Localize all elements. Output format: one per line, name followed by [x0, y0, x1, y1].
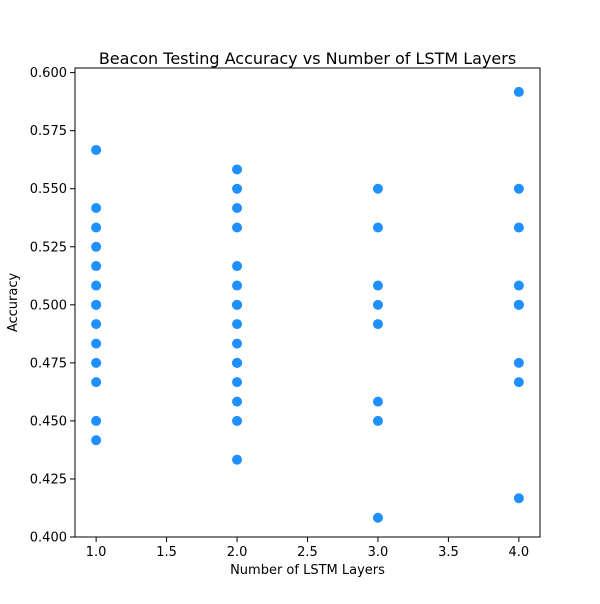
data-point: [91, 241, 102, 252]
y-tick-label: 0.400: [30, 531, 67, 546]
data-point: [91, 144, 102, 155]
data-point: [513, 86, 524, 97]
data-point: [232, 377, 243, 388]
y-tick-label: 0.600: [30, 66, 67, 81]
data-point: [372, 183, 383, 194]
x-tick-label: 2.5: [297, 545, 318, 560]
data-point: [513, 280, 524, 291]
data-point: [513, 377, 524, 388]
data-point: [232, 183, 243, 194]
data-point: [91, 222, 102, 233]
y-tick-label: 0.575: [30, 124, 67, 139]
x-axis-label: Number of LSTM Layers: [230, 563, 385, 578]
data-point: [91, 377, 102, 388]
plot-frame: [74, 67, 541, 538]
data-point: [513, 299, 524, 310]
x-tick-label: 3.0: [368, 545, 389, 560]
data-point: [372, 280, 383, 291]
data-point: [232, 203, 243, 214]
x-tick-label: 4.0: [509, 545, 530, 560]
data-point: [232, 338, 243, 349]
data-point: [372, 415, 383, 426]
chart-title: Beacon Testing Accuracy vs Number of LST…: [99, 49, 516, 68]
data-point: [513, 357, 524, 368]
data-point: [232, 415, 243, 426]
data-point: [232, 319, 243, 330]
y-tick-label: 0.425: [30, 472, 67, 487]
data-point: [513, 183, 524, 194]
x-tick-label: 2.0: [227, 545, 248, 560]
data-point: [372, 299, 383, 310]
y-axis-label: Accuracy: [6, 273, 21, 333]
y-tick-label: 0.500: [30, 298, 67, 313]
data-point: [232, 396, 243, 407]
data-point: [232, 164, 243, 175]
data-point: [91, 435, 102, 446]
y-tick-label: 0.550: [30, 182, 67, 197]
data-point: [372, 319, 383, 330]
y-tick-label: 0.450: [30, 414, 67, 429]
data-point: [513, 222, 524, 233]
points-layer: [91, 86, 524, 523]
data-point: [232, 357, 243, 368]
data-point: [513, 493, 524, 504]
x-tick-label: 1.0: [86, 545, 107, 560]
data-point: [372, 396, 383, 407]
data-point: [232, 299, 243, 310]
x-tick-label: 3.5: [438, 545, 459, 560]
data-point: [91, 261, 102, 272]
data-point: [372, 222, 383, 233]
data-point: [91, 415, 102, 426]
x-tick-label: 1.5: [156, 545, 177, 560]
ticks-layer: 1.0 1.5 2.0 2.5 3.0 3.5 4.0 0.400 0.425 0.450 0.47…: [30, 66, 529, 560]
data-point: [91, 357, 102, 368]
data-point: [232, 261, 243, 272]
data-point: [91, 319, 102, 330]
data-point: [91, 338, 102, 349]
data-point: [232, 280, 243, 291]
data-point: [372, 512, 383, 523]
data-point: [232, 222, 243, 233]
y-tick-label: 0.475: [30, 356, 67, 371]
y-tick-label: 0.525: [30, 240, 67, 255]
data-point: [91, 280, 102, 291]
data-point: [91, 299, 102, 310]
data-point: [91, 203, 102, 214]
data-point: [232, 454, 243, 465]
